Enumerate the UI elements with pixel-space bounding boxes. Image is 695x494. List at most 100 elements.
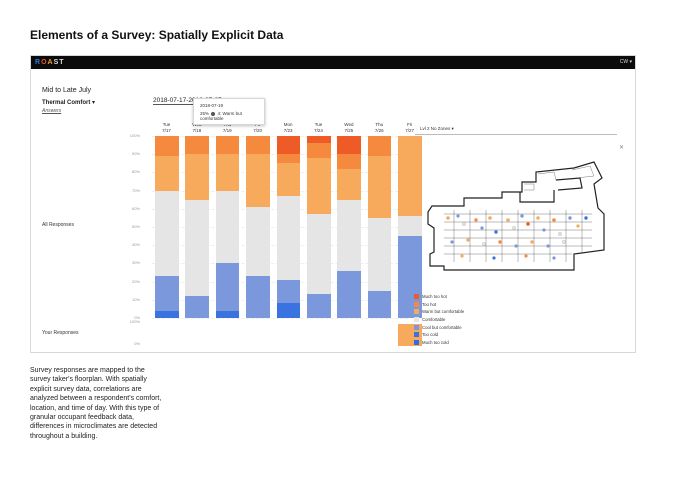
bar-segment[interactable] — [307, 294, 331, 318]
bar-segment[interactable] — [276, 136, 301, 155]
legend-item-warm: Warm but comfortable — [414, 308, 464, 316]
y-tick-label: 20% — [131, 278, 140, 284]
bar-segment[interactable] — [337, 154, 361, 169]
user-menu[interactable]: CW ▾ — [619, 59, 632, 65]
desk-grid — [444, 210, 592, 262]
bar-segment[interactable] — [246, 276, 270, 318]
bar-segment[interactable] — [276, 303, 301, 318]
bar-segment[interactable] — [337, 270, 361, 318]
bar-segment[interactable] — [307, 143, 331, 158]
response-marker — [474, 218, 478, 222]
response-marker — [530, 240, 534, 244]
bar-segment[interactable] — [215, 263, 240, 311]
bar-segment[interactable] — [185, 154, 209, 200]
response-marker — [524, 254, 528, 258]
bar-segment[interactable] — [398, 136, 422, 217]
bar-tooltip: 2018-07-19 25% 4: Warm but comfortable — [193, 98, 265, 125]
response-marker — [512, 226, 516, 230]
bar-7-18[interactable] — [185, 136, 209, 318]
bar-segment[interactable] — [276, 154, 301, 164]
bar-segment[interactable] — [155, 136, 179, 157]
bar-segment[interactable] — [276, 163, 301, 197]
metric-dropdown[interactable]: Thermal Comfort ▾ — [42, 100, 96, 106]
tooltip-date: 2018-07-19 — [200, 103, 224, 108]
bar-7-26[interactable] — [367, 136, 392, 318]
bar-segment[interactable] — [337, 136, 361, 155]
bar-segment[interactable] — [155, 156, 179, 191]
bar-segment[interactable] — [367, 290, 392, 318]
legend-swatch — [414, 301, 419, 307]
bar-segment[interactable] — [155, 310, 179, 318]
date-separator: - — [186, 97, 189, 105]
document-title: Elements of a Survey: Spatially Explicit… — [30, 28, 284, 42]
bar-segment[interactable] — [276, 279, 301, 304]
bar-7-23[interactable] — [276, 136, 301, 318]
zone-select-underline — [415, 134, 617, 135]
bar-segment[interactable] — [155, 190, 179, 277]
roast-logo[interactable]: ROAST — [35, 59, 65, 66]
bar-segment[interactable] — [185, 199, 209, 297]
response-marker — [514, 244, 518, 248]
bar-7-19[interactable] — [215, 136, 240, 318]
gridline — [152, 318, 408, 319]
bar-segment[interactable] — [246, 154, 270, 207]
response-marker — [482, 242, 486, 246]
y-tick-label: 50% — [131, 224, 140, 229]
bar-segment[interactable] — [276, 196, 301, 280]
bar-7-25[interactable] — [337, 136, 361, 318]
floorplan-map[interactable] — [424, 158, 612, 274]
answers-link[interactable]: Answers — [42, 108, 62, 114]
bar-segment[interactable] — [185, 136, 209, 155]
response-marker — [446, 216, 450, 220]
bar-segment[interactable] — [367, 156, 392, 218]
bar-segment[interactable] — [367, 217, 392, 291]
bar-7-24[interactable] — [307, 136, 331, 318]
legend: Much too hot Too hot Warm but comfortabl… — [414, 293, 464, 346]
day-header: Tue 7/24 — [314, 122, 323, 133]
bar-segment[interactable] — [246, 206, 270, 277]
response-marker — [526, 222, 530, 226]
response-marker — [506, 218, 510, 222]
y-tick-label: 100% — [129, 133, 140, 138]
bar-segment[interactable] — [307, 214, 331, 295]
y-tick-label: 60% — [131, 205, 140, 211]
day-header: Tue 7/17 — [162, 122, 171, 133]
y-tick-label: 40% — [131, 242, 140, 248]
bar-segment[interactable] — [307, 157, 331, 215]
response-marker — [552, 256, 556, 260]
day-header: Wed 7/25 — [344, 122, 354, 133]
response-marker — [576, 224, 580, 228]
tooltip-count: 25% — [200, 111, 210, 116]
legend-item-too-cold: Too cold — [414, 331, 464, 339]
y-tick-label: 0% — [134, 315, 140, 320]
bar-7-17[interactable] — [155, 136, 179, 318]
bar-7-27[interactable] — [398, 136, 422, 318]
bar-segment[interactable] — [215, 154, 240, 191]
bar-segment[interactable] — [307, 136, 331, 144]
response-markers — [446, 214, 588, 260]
response-marker — [494, 230, 498, 234]
bar-segment[interactable] — [337, 199, 361, 271]
response-marker — [456, 214, 460, 218]
bar-segment[interactable] — [398, 216, 422, 237]
bar-7-20[interactable] — [246, 136, 270, 318]
y-tick-label: 30% — [131, 260, 140, 266]
bar-segment[interactable] — [155, 276, 179, 311]
close-icon[interactable]: ✕ — [619, 145, 625, 151]
response-marker — [542, 228, 546, 232]
your-responses-label: Your Responses — [42, 330, 79, 336]
person-icon — [211, 111, 216, 116]
floorplan-outline — [427, 161, 605, 271]
bar-segment[interactable] — [215, 310, 240, 318]
response-marker — [488, 216, 492, 220]
zone-select[interactable]: Lvl 2 No Zones ▾ — [420, 126, 454, 131]
response-marker — [466, 238, 470, 242]
bar-segment[interactable] — [367, 136, 392, 157]
bar-segment[interactable] — [337, 168, 361, 200]
bar-segment[interactable] — [185, 296, 209, 318]
bar-segment[interactable] — [246, 136, 270, 155]
bar-segment[interactable] — [215, 136, 240, 155]
top-bar: ROAST CW ▾ — [31, 56, 635, 69]
bar-segment[interactable] — [215, 190, 240, 264]
response-marker — [460, 254, 464, 258]
